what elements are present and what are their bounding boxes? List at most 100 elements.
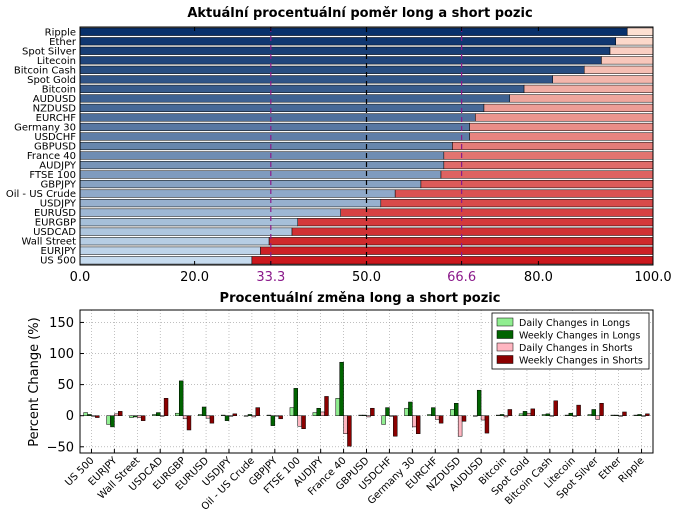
short-bar-ftse-100 [440,170,654,179]
legend-box [491,312,650,370]
bar-weekly-changes-in-longs-germany-30 [408,401,413,416]
long-bar-litecoin [79,56,602,65]
category-label-audjpy: AUDJPY [39,161,77,172]
short-bar-spot-silver [609,46,654,55]
short-bar-eurgbp [297,218,654,227]
short-bar-eurjpy [260,246,654,255]
bar-daily-changes-in-longs-ether [610,414,615,416]
y-tick-label-150: 150 [49,316,74,331]
bar-daily-changes-in-shorts-usdjpy [228,415,234,417]
bar-daily-changes-in-longs-oil-us-crude [243,415,249,417]
category-label-ether: Ether [49,37,77,48]
bar-weekly-changes-in-shorts-ftse-100 [301,415,306,430]
bar-weekly-changes-in-longs-usdchf [385,407,390,416]
bar-daily-changes-in-shorts-gbpusd [366,415,371,418]
legend-label-weekly-changes-in-shorts: Weekly Changes in Shorts [519,356,643,367]
legend-swatch-weekly-changes-in-longs [496,330,514,339]
long-bar-gbpjpy [79,180,422,189]
bar-weekly-changes-in-shorts-nzdusd [461,415,467,422]
bar-daily-changes-in-longs-ripple [633,414,638,416]
y-tick-label-50: 50 [57,378,74,393]
bar-daily-changes-in-longs-usdjpy [220,414,226,416]
category-label-audusd: AUDUSD [33,94,77,105]
bar-weekly-changes-in-shorts-gbpjpy [278,415,283,420]
bar-weekly-changes-in-shorts-audjpy [324,396,329,416]
category-label-germany-30: Germany 30 [14,122,76,133]
bar-weekly-changes-in-longs-usdcad [156,412,161,416]
category-label-usdjpy: USDJPY [40,199,77,210]
bar-weekly-changes-in-longs-eurchf [431,407,436,416]
long-bar-wall-street [79,237,270,246]
short-bar-usdchf [469,132,654,141]
category-label-gbpusd: GBPUSD [34,142,76,153]
legend-swatch-daily-changes-in-longs [496,317,514,327]
bar-weekly-changes-in-longs-ftse-100 [293,388,298,416]
legend-label-weekly-changes-in-longs: Weekly Changes in Longs [519,331,640,342]
bar-daily-changes-in-shorts-wall-street [137,415,142,418]
long-bar-audusd [79,94,510,103]
bar-daily-changes-in-longs-gbpjpy [266,414,272,416]
bar-daily-changes-in-shorts-oil-us-crude [251,415,257,418]
bar-weekly-changes-in-longs-usdjpy [224,415,230,421]
bar-daily-changes-in-shorts-usdchf [389,415,394,417]
bar-daily-changes-in-longs-ftse-100 [289,407,295,416]
bar-weekly-changes-in-shorts-usdcad [163,398,169,416]
bar-daily-changes-in-shorts-audusd [480,415,486,421]
bar-daily-changes-in-longs-usdcad [152,414,157,416]
long-bar-ether [79,37,617,46]
top-reference-lines [270,27,463,265]
long-bar-spot-silver [79,46,611,55]
long-bar-ripple [79,27,628,36]
long-bar-bitcoin [79,84,525,93]
bar-weekly-changes-in-shorts-gbpusd [370,407,375,416]
long-bar-usdjpy [79,199,382,208]
bar-weekly-changes-in-longs-france-40 [339,361,344,416]
long-bar-usdcad [79,227,293,236]
y-tick-label-50: −50 [47,440,74,455]
bar-weekly-changes-in-longs-ripple [637,414,642,416]
bar-weekly-changes-in-shorts-eurgbp [186,415,192,431]
bar-daily-changes-in-longs-audusd [473,415,478,417]
bar-daily-changes-in-shorts-germany-30 [412,415,417,428]
bar-daily-changes-in-shorts-gbpjpy [274,415,279,417]
bar-daily-changes-in-longs-gbpusd [358,414,363,416]
category-label-bitcoin-cash: Bitcoin Cash [14,65,76,76]
bottom-y-axis-label: Percent Change (%) [27,317,42,446]
bar-weekly-changes-in-shorts-france-40 [347,415,352,447]
bar-daily-changes-in-shorts-ftse-100 [297,415,302,427]
x-tick-label-50-0: 50.0 [352,270,381,285]
short-bar-bitcoin [523,84,654,93]
x-category-label-ripple: Ripple [617,455,647,485]
short-bar-us-500 [251,256,654,265]
bar-weekly-changes-in-longs-spot-gold [522,411,528,416]
bar-daily-changes-in-shorts-audjpy [320,411,325,416]
legend-swatch-weekly-changes-in-shorts [496,355,514,364]
category-label-spot-gold: Spot Gold [27,75,76,86]
bar-daily-changes-in-shorts-bitcoin [503,415,509,418]
bar-weekly-changes-in-shorts-ether [622,411,627,416]
long-bar-germany-30 [79,122,470,132]
category-label-oil-us-crude: Oil - US Crude [6,189,76,200]
bottom-bars [83,361,650,447]
category-label-gbpjpy: GBPJPY [40,180,76,191]
bar-weekly-changes-in-longs-nzdusd [454,403,459,416]
long-bar-gbpusd [79,141,453,151]
bar-weekly-changes-in-shorts-usdchf [393,415,398,437]
category-label-nzdusd: NZDUSD [33,103,77,114]
y-tick-label-0: 0 [66,409,74,424]
bar-weekly-changes-in-shorts-wall-street [140,415,146,421]
bar-daily-changes-in-shorts-bitcoin-cash [549,415,555,417]
bar-weekly-changes-in-longs-us-500 [87,414,92,416]
bar-weekly-changes-in-shorts-spot-silver [599,403,604,416]
bar-weekly-changes-in-shorts-eurjpy [118,411,123,416]
short-bar-eurchf [475,113,654,122]
category-label-ftse-100: FTSE 100 [29,170,76,181]
long-bar-bitcoin-cash [79,65,585,74]
bar-daily-changes-in-shorts-litecoin [572,415,577,417]
bar-daily-changes-in-longs-spot-silver [587,414,593,416]
short-bar-ripple [626,27,654,36]
category-label-france-40: France 40 [27,151,76,162]
short-bar-audusd [509,94,654,103]
